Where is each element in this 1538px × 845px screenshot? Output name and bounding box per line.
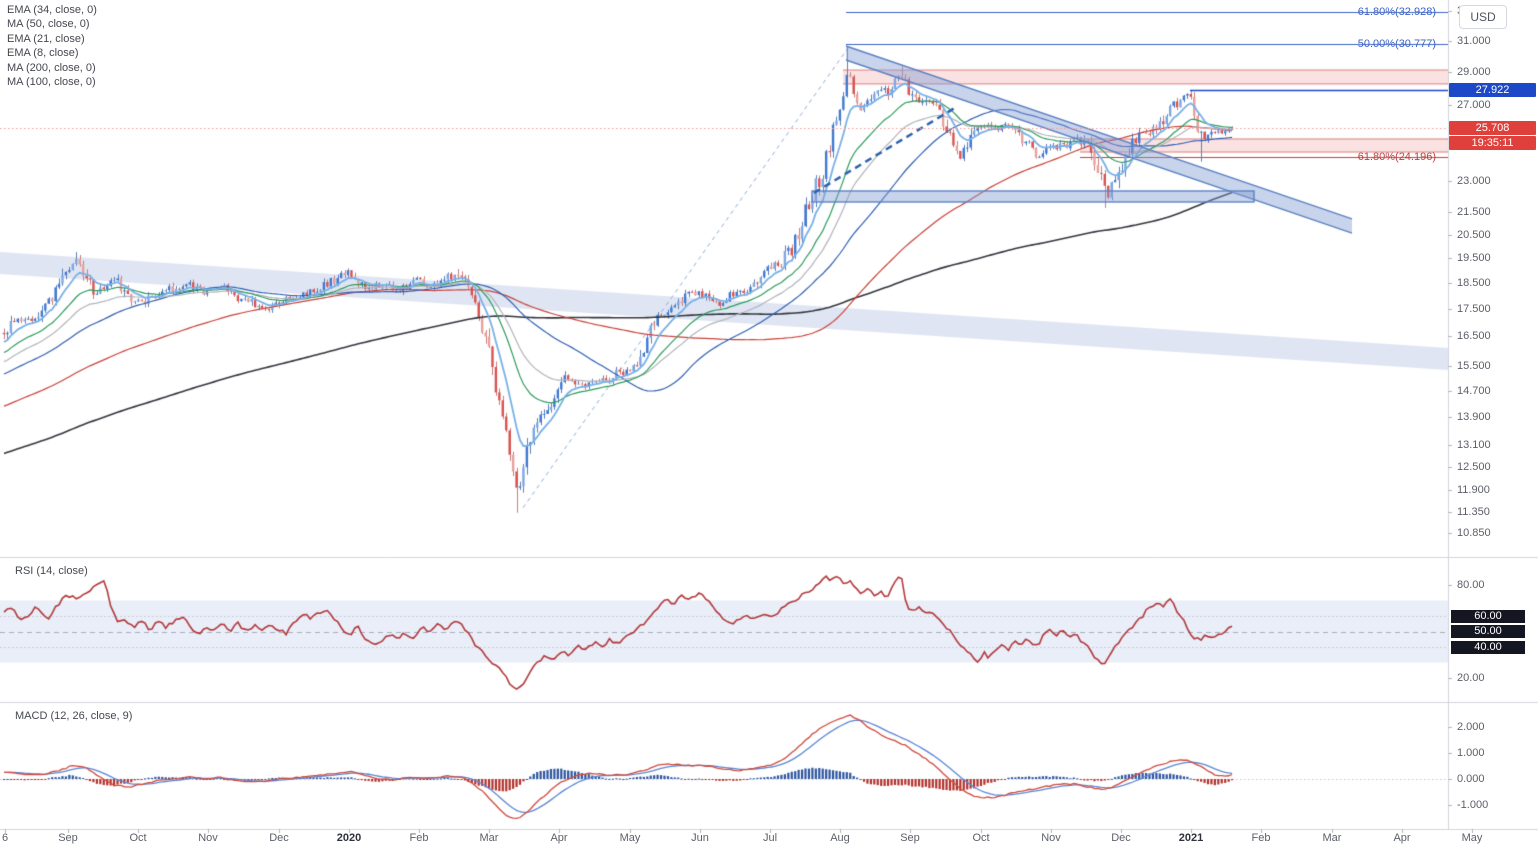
legend-ema34[interactable]: EMA (34, close, 0) [7, 4, 97, 16]
price-tick-label: 29.000 [1457, 65, 1491, 78]
time-axis-label: May [1461, 832, 1483, 844]
rsi-tick-label: 20.00 [1457, 672, 1485, 684]
price-tick-label: 31.000 [1457, 34, 1491, 47]
rsi-level-badge-60: 60.00 [1450, 608, 1526, 624]
time-axis-label: Dec [1111, 832, 1131, 844]
time-axis-label: Mar [1322, 832, 1342, 844]
countdown-badge: 19:35:11 [1449, 135, 1536, 150]
time-axis-label: 2020 [336, 832, 362, 844]
time-axis-label: Jun [691, 832, 709, 844]
legend-ma50[interactable]: MA (50, close, 0) [7, 18, 90, 31]
price-tick-label: 18.500 [1457, 276, 1491, 289]
time-axis-label: Jul [762, 832, 778, 844]
time-axis-label: Oct [129, 832, 147, 844]
rsi-pane-label[interactable]: RSI (14, close) [15, 565, 88, 577]
macd-tick-label: -1.000 [1457, 799, 1489, 811]
time-axis-label: Apr [1393, 832, 1411, 844]
rsi-level-badge-50: 50.00 [1450, 624, 1526, 639]
fib-label-6180-down[interactable]: 61.80%(24.196) [1357, 150, 1436, 163]
price-tick-label: 14.700 [1457, 384, 1491, 397]
time-axis-label: Feb [409, 832, 429, 844]
price-tick-label: 11.350 [1457, 505, 1490, 518]
macd-tick-label: 1.000 [1457, 747, 1485, 759]
indicator-legend[interactable]: EMA (34, close, 0) MA (50, close, 0) EMA… [7, 3, 97, 89]
fib-label-6180-up[interactable]: 61.80%(32.928) [1357, 6, 1436, 19]
price-tick-label: 16.500 [1457, 330, 1491, 343]
time-axis-label: 2021 [1178, 832, 1204, 844]
price-tick-label: 20.500 [1457, 228, 1491, 241]
price-tick-label: 19.500 [1457, 252, 1491, 265]
price-tick-label: 13.900 [1457, 410, 1491, 423]
time-axis-label: Oct [972, 832, 990, 844]
legend-ma100[interactable]: MA (100, close, 0) [7, 76, 96, 89]
rsi-tick-label: 80.00 [1457, 579, 1485, 591]
price-tick-label: 13.100 [1457, 438, 1491, 451]
currency-toggle-button[interactable]: USD [1459, 5, 1507, 29]
price-tick-label: 27.000 [1457, 99, 1491, 112]
time-axis-label: Feb [1251, 832, 1271, 844]
time-axis-label: Apr [550, 832, 568, 844]
legend-ma200[interactable]: MA (200, close, 0) [7, 61, 96, 74]
time-axis-label: Sep [900, 832, 920, 844]
price-tick-label: 17.500 [1457, 302, 1491, 315]
macd-pane-label[interactable]: MACD (12, 26, close, 9) [15, 710, 133, 722]
macd-tick-label: 0.000 [1457, 773, 1485, 785]
macd-tick-label: 2.000 [1457, 721, 1485, 733]
price-tick-label: 23.000 [1457, 174, 1491, 187]
time-axis-label: Mar [479, 832, 499, 844]
price-tick-label: 12.500 [1457, 460, 1491, 473]
time-axis-label: May [619, 832, 641, 844]
time-axis-label: Dec [269, 832, 289, 844]
last-price-badge: 25.708 [1449, 121, 1536, 136]
price-tick-label: 10.850 [1457, 527, 1491, 540]
fib-label-5000[interactable]: 50.00%(30.777) [1357, 38, 1436, 51]
time-axis-label: Aug [830, 832, 850, 844]
price-tick-label: 15.500 [1457, 359, 1491, 372]
time-axis-label: Nov [1041, 832, 1061, 844]
price-tick-label: 11.900 [1457, 483, 1490, 496]
legend-ema8[interactable]: EMA (8, close) [7, 47, 79, 60]
time-axis-label: Sep [58, 832, 78, 844]
time-axis-label: 6 [1, 832, 9, 844]
legend-ema21[interactable]: EMA (21, close) [7, 32, 85, 45]
price-level-badge: 27.922 [1449, 82, 1536, 97]
price-tick-label: 21.500 [1457, 206, 1491, 219]
time-axis-label: Nov [198, 832, 218, 844]
rsi-level-badge-40: 40.00 [1450, 639, 1526, 655]
